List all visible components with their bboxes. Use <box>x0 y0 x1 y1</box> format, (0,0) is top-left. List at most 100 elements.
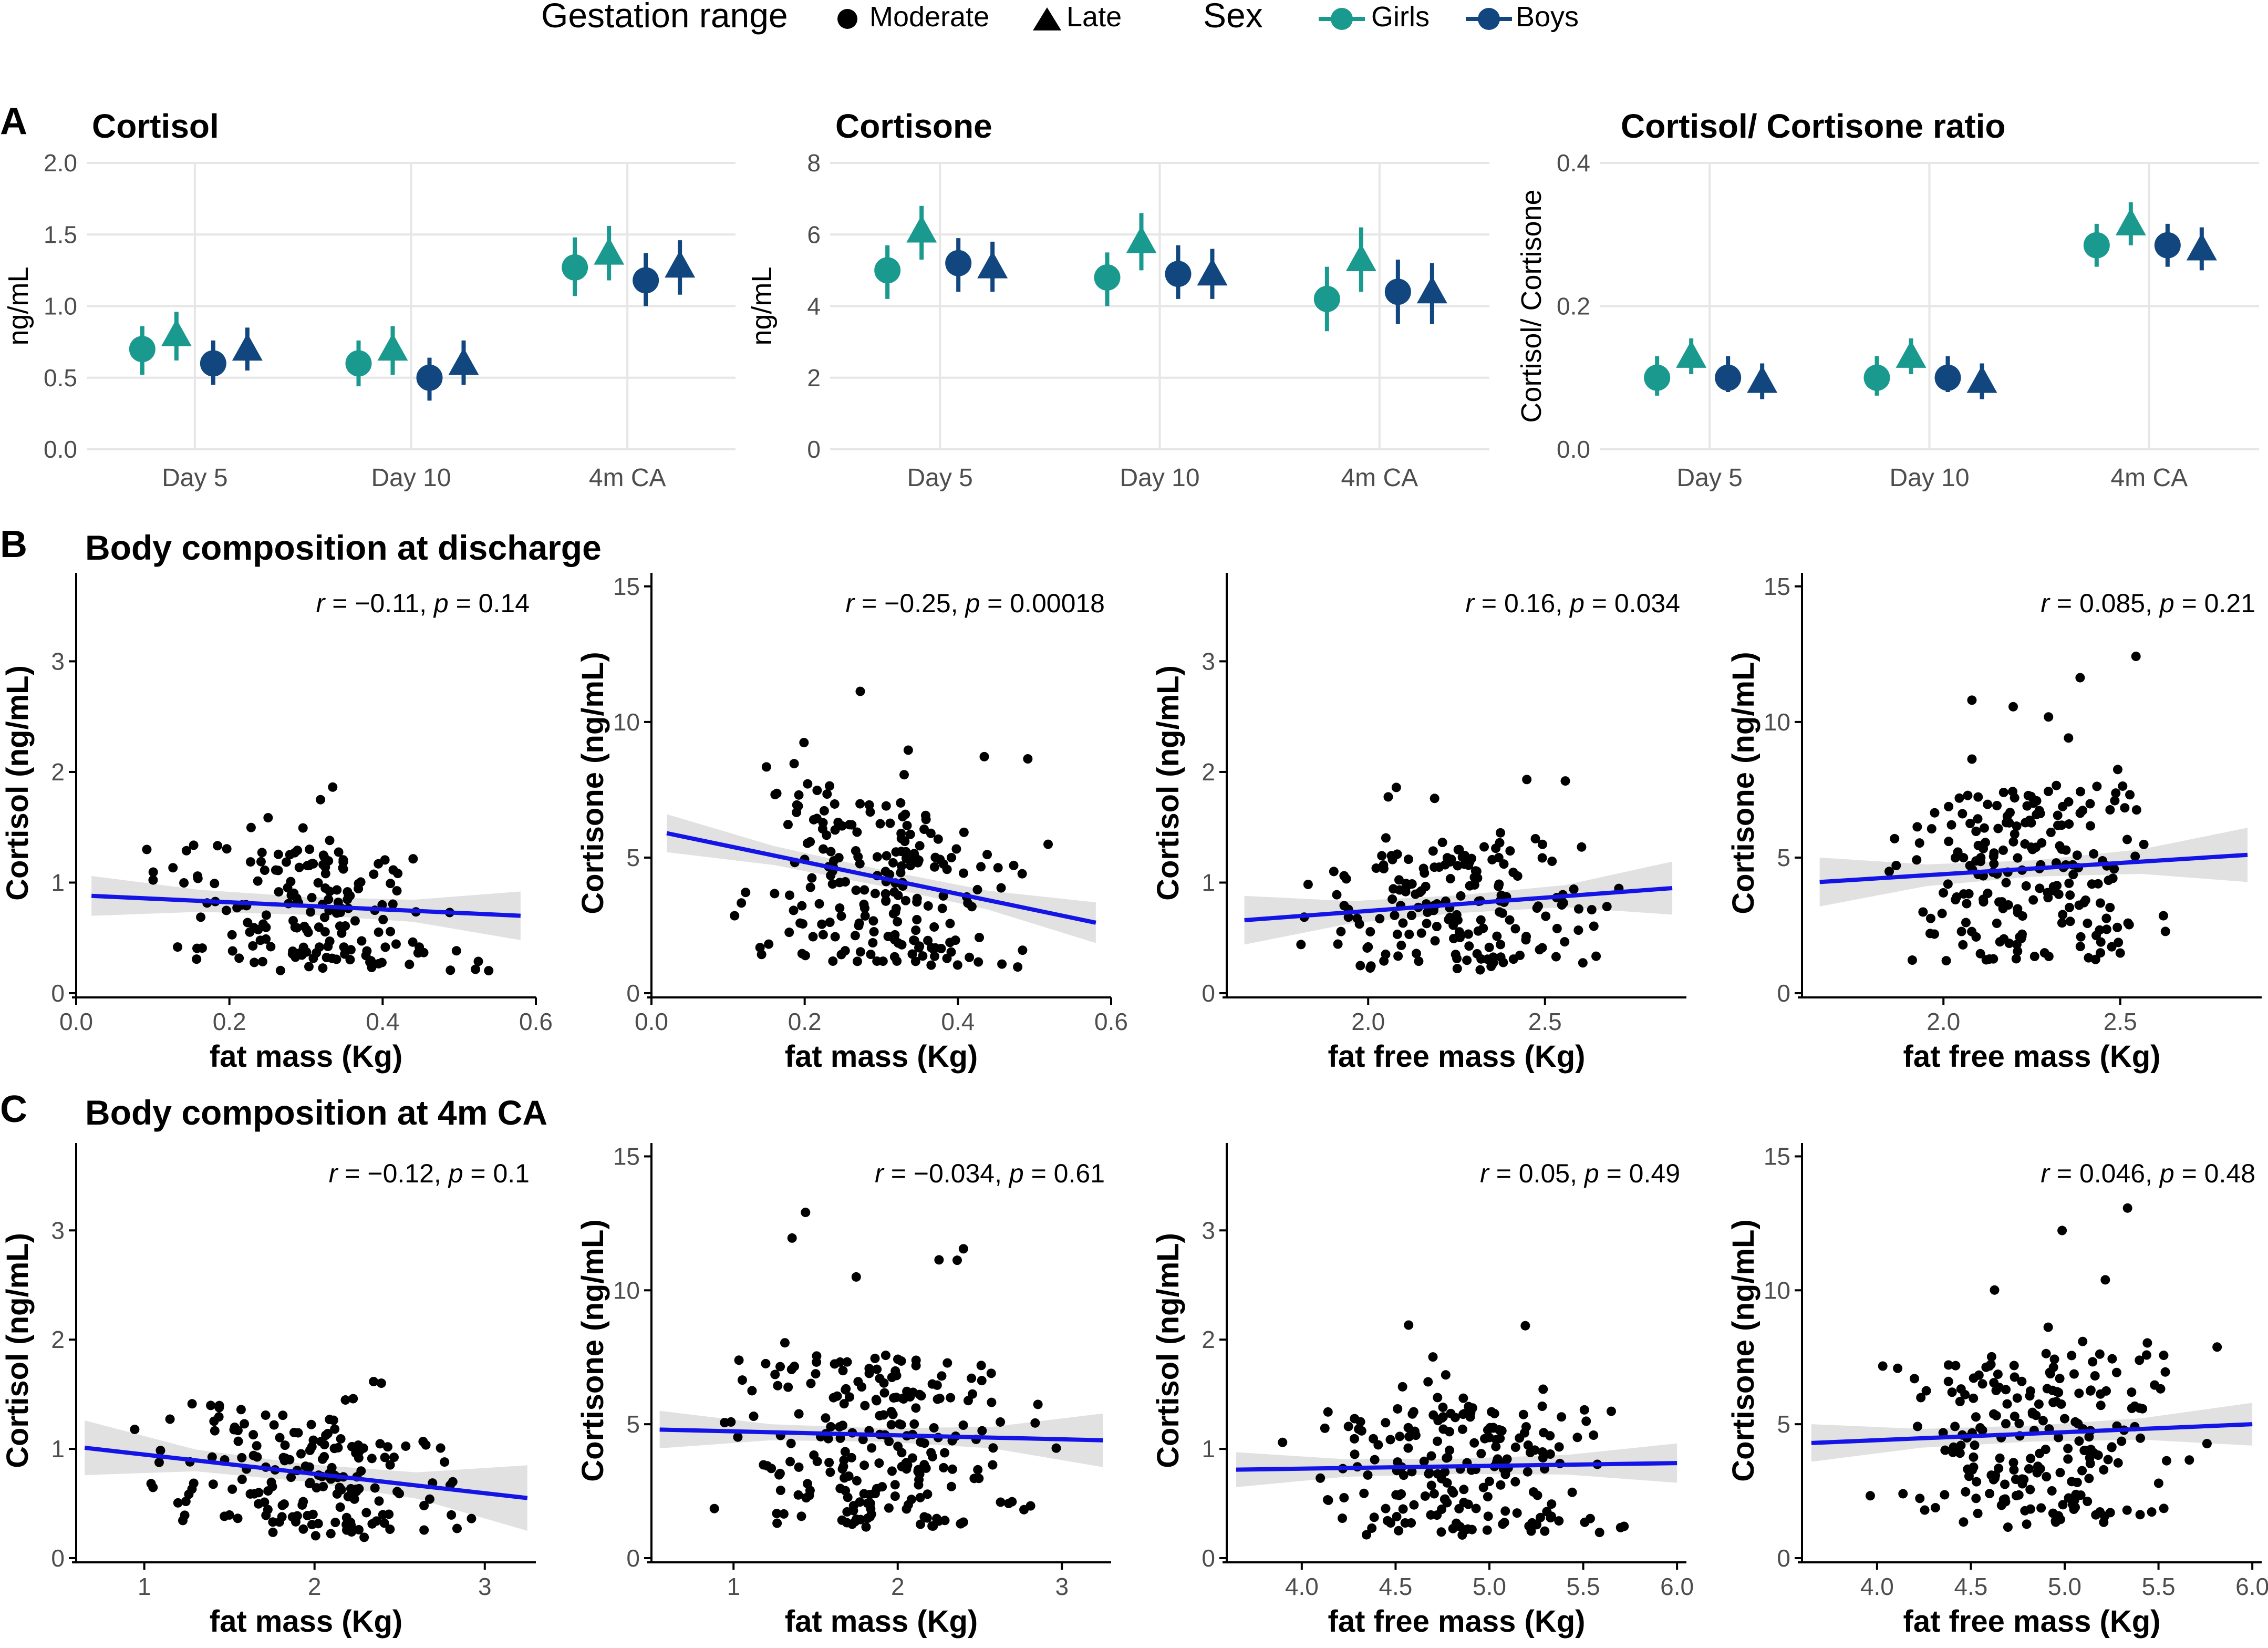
point-moderate <box>1644 364 1671 391</box>
scatter-point <box>1446 854 1456 864</box>
correlation-annotation: r = 0.05, p = 0.49 <box>1480 1159 1680 1188</box>
scatter-point <box>1343 912 1353 922</box>
scatter-point <box>864 1368 874 1378</box>
scatter-point <box>1533 901 1543 911</box>
scatter-point <box>901 847 911 857</box>
x-tick-label: 5.5 <box>2142 1573 2176 1600</box>
scatter-point <box>1467 1403 1477 1413</box>
scatter-point <box>958 868 968 878</box>
point-late <box>1126 225 1157 253</box>
scatter-point <box>2114 938 2124 947</box>
scatter-point <box>2076 787 2086 797</box>
point-moderate <box>1165 261 1192 287</box>
scatter-point <box>1454 1503 1464 1513</box>
scatter-point <box>1426 1480 1436 1490</box>
scatter-point <box>1567 1487 1577 1497</box>
scatter-point <box>898 1394 908 1404</box>
scatter-point <box>2096 948 2106 958</box>
scatter-point <box>891 847 901 857</box>
scatter-point <box>1878 1361 1888 1371</box>
scatter-point <box>2017 911 2027 921</box>
chart-title: Cortisol/ Cortisone ratio <box>1621 107 2006 145</box>
scatter-point <box>905 861 915 871</box>
scatter-point <box>934 1255 944 1265</box>
y-tick-label: 3 <box>51 647 65 675</box>
scatter-point <box>923 935 933 945</box>
scatter-point <box>1442 1453 1452 1463</box>
y-tick-label: 1.0 <box>44 293 77 320</box>
scatter-point <box>976 862 986 872</box>
y-axis-label: Cortisol (ng/mL) <box>1151 665 1185 901</box>
annotation-r-value: = −0.25, <box>854 589 965 618</box>
scatter-point <box>1480 1434 1490 1444</box>
scatter-point <box>1939 888 1949 898</box>
scatter-point <box>2012 1393 2022 1403</box>
scatter-point <box>1522 775 1532 785</box>
y-tick-label: 15 <box>613 1142 640 1170</box>
scatter-point <box>910 956 920 966</box>
scatter-point <box>2105 805 2115 815</box>
scatter-point <box>2127 1387 2137 1397</box>
scatter-point <box>1958 940 1968 950</box>
point-late <box>448 347 479 375</box>
scatter-point <box>1973 792 1983 802</box>
point-late <box>2115 208 2146 235</box>
scatter-point <box>1416 928 1426 938</box>
scatter-point <box>958 1517 968 1527</box>
scatter-point <box>287 1512 297 1522</box>
scatter-point <box>391 939 401 949</box>
scatter-point <box>1989 859 1999 869</box>
scatter-point <box>1973 814 1983 824</box>
scatter-point <box>1523 1440 1533 1450</box>
scatter-point <box>885 818 895 828</box>
scatter-point <box>1426 1451 1436 1461</box>
scatter-point <box>2095 925 2105 935</box>
scatter-point <box>2033 1461 2043 1471</box>
scatter-point <box>893 916 903 926</box>
point-moderate <box>633 267 659 294</box>
scatter-point <box>2036 1503 2046 1513</box>
scatter-point <box>2141 1350 2151 1360</box>
scatter-point <box>819 806 829 816</box>
scatter-point <box>2057 918 2067 928</box>
scatter-point <box>817 919 827 929</box>
x-tick-label: 4.0 <box>1860 1573 1894 1600</box>
scatter-point <box>1438 1424 1448 1434</box>
scatter-point <box>1615 1522 1625 1532</box>
scatter-point <box>2075 942 2085 952</box>
scatter-point <box>2139 839 2149 849</box>
scatter-point <box>388 865 398 875</box>
scatter-point <box>1377 851 1387 861</box>
scatter-point <box>2043 1322 2053 1332</box>
x-axis-label: fat free mass (Kg) <box>1903 1604 2161 1639</box>
scatter-point <box>1944 837 1954 847</box>
scatter-point <box>2122 1505 2132 1515</box>
scatter-point <box>2075 673 2085 683</box>
scatter-point <box>1964 1471 1974 1481</box>
y-tick-label: 2 <box>51 758 65 786</box>
annotation-r-value: = 0.046, <box>2049 1159 2160 1188</box>
scatter-point <box>2115 948 2125 958</box>
scatter-point <box>173 942 183 952</box>
scatter-point <box>350 916 360 926</box>
scatter-point <box>2021 881 2031 891</box>
scatter-point <box>1419 1456 1429 1466</box>
scatter-point <box>898 812 908 822</box>
y-axis-label: ng/mL <box>3 266 34 345</box>
scatter-point <box>1369 1512 1379 1522</box>
scatter-point <box>2024 1464 2034 1474</box>
scatter-point <box>1989 1378 1999 1388</box>
scatter-point <box>1296 940 1306 950</box>
x-tick-label: 0.4 <box>366 1008 399 1035</box>
scatter-point <box>811 1369 821 1379</box>
scatter-point <box>770 1369 780 1379</box>
scatter-point <box>1977 1379 1987 1389</box>
scatter-point <box>2064 878 2074 888</box>
scatter-point <box>1030 1418 1040 1428</box>
y-tick-label: 15 <box>613 573 640 600</box>
scatter-point <box>2072 850 2082 860</box>
scatter-point <box>775 1468 785 1478</box>
scatter-point <box>2112 765 2122 775</box>
point-late <box>1966 365 1997 393</box>
scatter-point <box>1965 818 1975 828</box>
